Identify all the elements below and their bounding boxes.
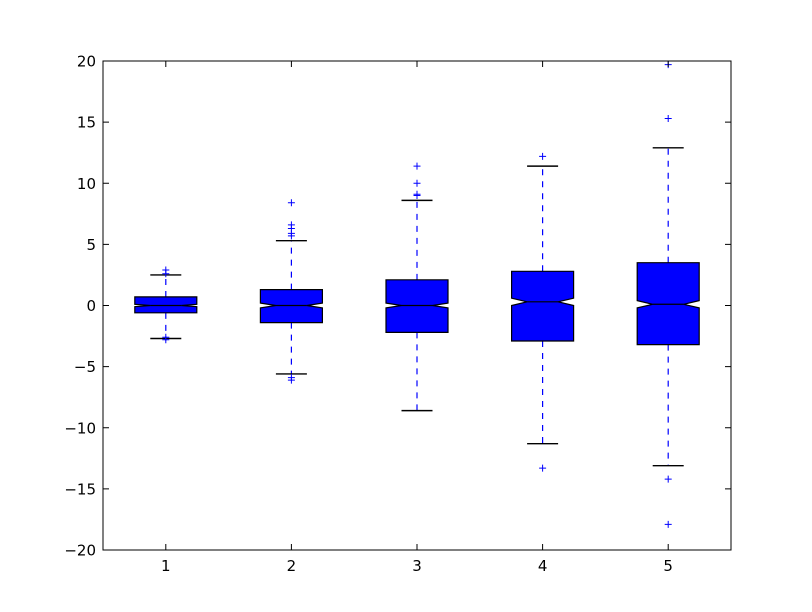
y-tick-label: 5 bbox=[86, 236, 96, 254]
y-tick-label: 0 bbox=[86, 297, 96, 315]
box-group-5 bbox=[636, 61, 700, 528]
flier-point bbox=[413, 162, 421, 170]
x-tick-label: 1 bbox=[161, 557, 171, 575]
y-tick-label: −15 bbox=[64, 480, 96, 498]
flier-point bbox=[539, 152, 547, 160]
y-tick-label: −10 bbox=[64, 419, 96, 437]
box bbox=[511, 270, 575, 342]
box-group-2 bbox=[259, 199, 323, 384]
flier-point bbox=[664, 520, 672, 528]
y-tick-label: 15 bbox=[77, 114, 96, 132]
x-tick-label: 5 bbox=[663, 557, 673, 575]
flier-point bbox=[287, 376, 295, 384]
box-group-3 bbox=[385, 162, 449, 412]
box bbox=[134, 296, 198, 314]
flier-point bbox=[539, 464, 547, 472]
flier-point bbox=[664, 114, 672, 122]
flier-point bbox=[664, 475, 672, 483]
x-tick-label: 3 bbox=[412, 557, 422, 575]
y-tick-label: −20 bbox=[64, 542, 96, 560]
flier-point bbox=[287, 199, 295, 207]
x-tick-label: 4 bbox=[538, 557, 548, 575]
y-tick-label: 10 bbox=[77, 175, 96, 193]
box-group-4 bbox=[511, 152, 575, 472]
box-group-1 bbox=[134, 266, 198, 344]
plot-frame bbox=[102, 60, 732, 551]
flier-point bbox=[162, 270, 170, 278]
y-tick-label: −5 bbox=[74, 358, 96, 376]
boxplot-marks bbox=[134, 61, 700, 528]
flier-point bbox=[413, 179, 421, 187]
flier-point bbox=[413, 191, 421, 199]
box bbox=[636, 262, 700, 346]
axes: −20 −15 −10 −5 0 5 10 15 20 1 2 3 4 5 bbox=[64, 53, 731, 575]
flier-point bbox=[162, 336, 170, 344]
flier-point bbox=[287, 232, 295, 240]
x-tick-label: 2 bbox=[287, 557, 297, 575]
y-tick-label: 20 bbox=[77, 53, 96, 71]
